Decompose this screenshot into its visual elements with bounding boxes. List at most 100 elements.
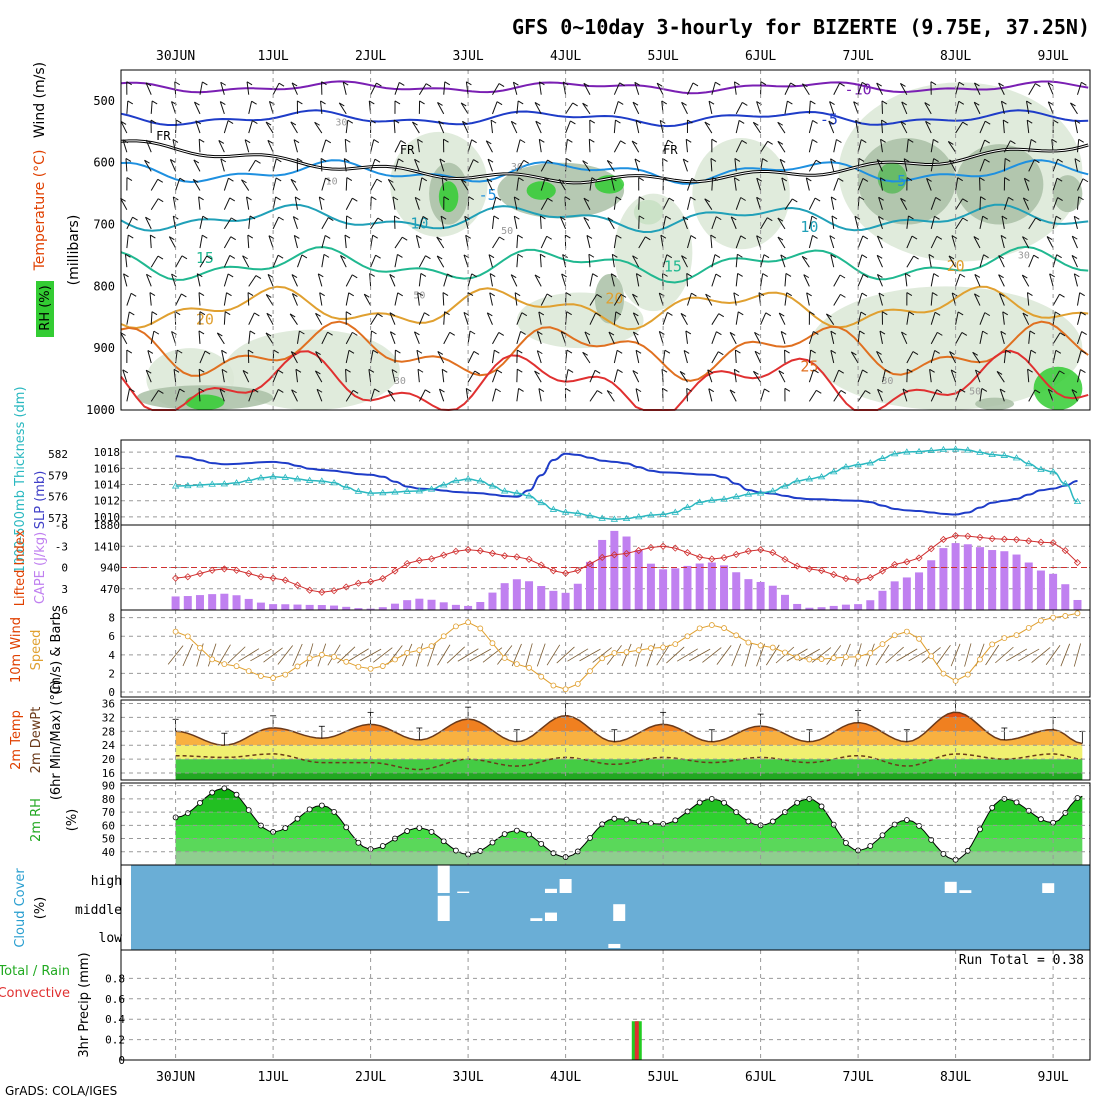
- wind-barb-flag: [617, 101, 624, 105]
- wind-barb-flag: [1033, 254, 1039, 259]
- wind-barb: [589, 312, 597, 325]
- wind-barb: [778, 370, 786, 383]
- wind-barb: [513, 196, 518, 210]
- wind-barb-flag: [592, 273, 598, 278]
- wind-barb-flag: [126, 177, 133, 181]
- wind-barb-flag: [1030, 349, 1037, 354]
- wind-barb-flag: [221, 349, 227, 354]
- wind-barb: [682, 216, 688, 230]
- wind-barb-flag: [1074, 119, 1081, 124]
- slp-tick-label: 1014: [94, 479, 121, 492]
- wind-barb: [613, 350, 618, 364]
- wind-barb: [345, 274, 353, 287]
- wind-barb: [393, 215, 396, 229]
- wind-barb: [247, 235, 250, 249]
- temp-tick-label: 36: [102, 697, 115, 710]
- wind-barb: [662, 216, 667, 229]
- wind-barb-flag: [320, 100, 326, 105]
- wind-barb: [833, 82, 841, 95]
- wind-barb: [973, 102, 981, 115]
- wind-barb: [582, 160, 591, 172]
- wind-barb-flag: [538, 388, 545, 392]
- wind-barb-flag: [934, 311, 941, 316]
- wind-barb: [930, 197, 937, 210]
- cape-bar: [768, 585, 777, 610]
- wind-speed-point: [306, 655, 313, 662]
- freezing-level-label: FR: [400, 143, 415, 157]
- thickness-point: [342, 483, 350, 490]
- wind-barb-flag: [169, 236, 175, 241]
- thickness-point: [756, 489, 765, 496]
- wind-barb-flag: [1079, 292, 1085, 297]
- thickness-point: [537, 498, 545, 506]
- wind-barb: [120, 121, 128, 134]
- wind-barb: [756, 235, 762, 249]
- wind-barb-flag: [777, 121, 783, 126]
- wind-barb-flag: [862, 178, 869, 182]
- wind-barb-flag: [1055, 215, 1062, 220]
- wind-barb-flag: [377, 313, 383, 318]
- wind-barb: [565, 369, 569, 383]
- wind-barb-flag: [836, 139, 842, 143]
- wind-barb: [588, 139, 591, 153]
- cloud-axis-label-2: (%): [33, 897, 48, 920]
- cape-tick-label: 470: [100, 583, 120, 596]
- li-point: [513, 553, 521, 561]
- wind-barb: [833, 178, 839, 191]
- isotherm-label: 25: [800, 358, 818, 376]
- wind-barb: [734, 158, 737, 172]
- wind-barb: [534, 102, 542, 115]
- wind-barb: [955, 332, 963, 345]
- wind-barb: [582, 351, 591, 364]
- wind-barb: [122, 369, 128, 383]
- wind-barb-flag: [583, 197, 590, 202]
- wind-barb-flag: [412, 121, 418, 126]
- wind-barb-flag: [376, 82, 382, 87]
- wind-barb-flag: [911, 235, 918, 240]
- wind-barb-flag: [786, 292, 792, 297]
- wind-barb-flag: [342, 81, 349, 86]
- wind-barb: [467, 273, 473, 287]
- wind-barb-flag: [352, 331, 358, 336]
- wind-barb: [267, 274, 274, 287]
- wind-barb: [903, 158, 908, 172]
- rh-axis-label: RH (%): [38, 285, 53, 330]
- wind-barb: [974, 369, 981, 383]
- wind-barb-flag: [123, 273, 129, 278]
- wind-barb-flag: [615, 119, 621, 124]
- wind-barb-flag: [534, 370, 540, 375]
- wind-barb-flag: [422, 215, 429, 220]
- rh-point: [867, 843, 874, 849]
- wind-barb: [414, 197, 420, 210]
- wind-barb-flag: [1074, 158, 1081, 163]
- li-tick-label: -6: [55, 519, 68, 532]
- wind-barb-flag: [246, 196, 252, 201]
- wind-barb-flag: [297, 100, 303, 105]
- wind-barb-flag: [198, 196, 204, 201]
- wind-barb-flag: [1056, 254, 1062, 259]
- surface-wind-barb: [415, 643, 423, 667]
- wind-barb: [754, 332, 762, 345]
- wind-barb-flag: [1080, 311, 1086, 316]
- cape-bar: [439, 602, 448, 610]
- surface-wind-barb: [567, 648, 589, 662]
- wind-barb: [394, 254, 398, 268]
- wind-barb: [930, 216, 935, 229]
- rh-shade-patch: [1033, 366, 1083, 411]
- precip-convective-bar: [634, 1021, 639, 1060]
- thickness-point: [184, 481, 192, 489]
- wind-barb-flag: [742, 101, 748, 106]
- wind-barb-flag: [229, 254, 236, 259]
- wind-barb: [147, 350, 152, 364]
- wind-barb: [535, 121, 542, 134]
- wind-barb: [808, 369, 814, 383]
- wind-barb: [513, 216, 518, 229]
- wind-barb-flag: [348, 292, 354, 297]
- temp-color-band: [121, 700, 1090, 703]
- wind-barb-flag: [132, 216, 138, 221]
- wind-speed-point: [550, 682, 557, 689]
- rh-color-band: [175, 812, 1083, 826]
- surface-wind-barb: [373, 647, 393, 663]
- wind-barb-flag: [691, 177, 698, 182]
- wind-barb-flag: [291, 351, 297, 356]
